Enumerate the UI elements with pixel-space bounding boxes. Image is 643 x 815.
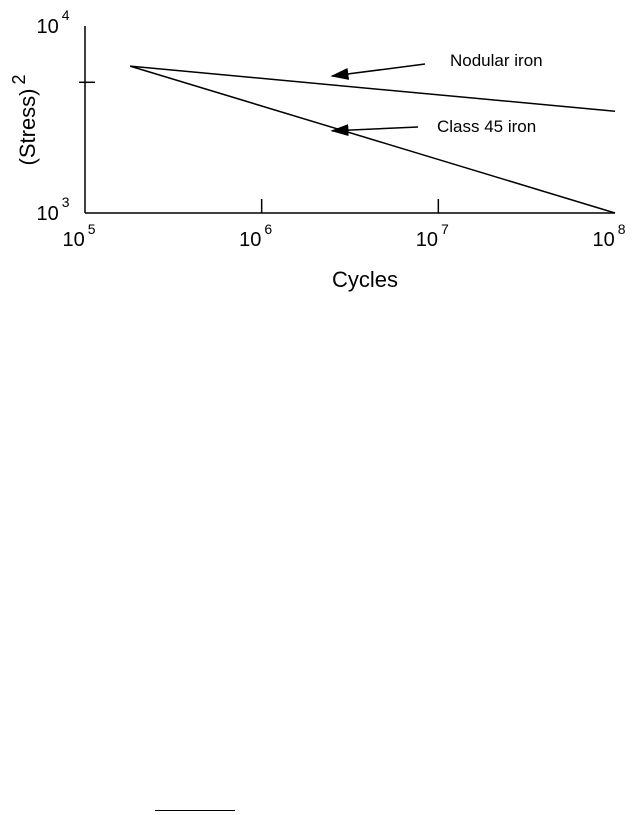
x-axis-label: Cycles <box>332 267 398 292</box>
y-tick-label: 103 <box>36 194 69 225</box>
x-tick-exponent: 6 <box>264 221 272 237</box>
y-tick-base: 10 <box>36 203 58 225</box>
x-tick-exponent: 7 <box>441 221 449 237</box>
x-tick-exponent: 8 <box>618 221 626 237</box>
x-tick-base: 10 <box>592 229 614 251</box>
series-lines <box>129 65 616 214</box>
series-line-class-45-iron <box>129 65 616 214</box>
footer-rule <box>155 810 235 811</box>
annotation-arrow <box>330 63 426 80</box>
x-tick-base: 10 <box>62 229 84 251</box>
y-tick-exponent: 3 <box>62 194 70 210</box>
x-tick-exponent: 5 <box>88 221 96 237</box>
x-tick-label: 10 8 <box>592 221 625 251</box>
y-axis-label-text: (Stress) <box>15 89 40 166</box>
y-tick-label: 104 <box>36 7 69 38</box>
x-tick-label: 10 5 <box>62 221 95 251</box>
x-ticks: 10 5 10 6 10 7 10 8 <box>62 199 626 251</box>
annotation-arrow <box>330 124 419 137</box>
x-tick-label: 10 6 <box>239 221 272 251</box>
series-line-nodular-iron <box>130 65 616 113</box>
x-tick-base: 10 <box>416 229 438 251</box>
y-tick-base: 10 <box>36 16 58 38</box>
y-axis-label-superscript: 2 <box>9 74 29 84</box>
y-tick-exponent: 4 <box>62 7 70 23</box>
x-tick-base: 10 <box>239 229 261 251</box>
x-tick-label: 10 7 <box>416 221 449 251</box>
annotations: Nodular iron Class 45 iron <box>330 51 543 137</box>
y-axis-label-group: (Stress) 2 <box>9 74 40 165</box>
annotation-label: Nodular iron <box>450 51 543 70</box>
y-axis-label: (Stress) 2 <box>9 74 40 165</box>
annotation-label: Class 45 iron <box>437 117 536 136</box>
